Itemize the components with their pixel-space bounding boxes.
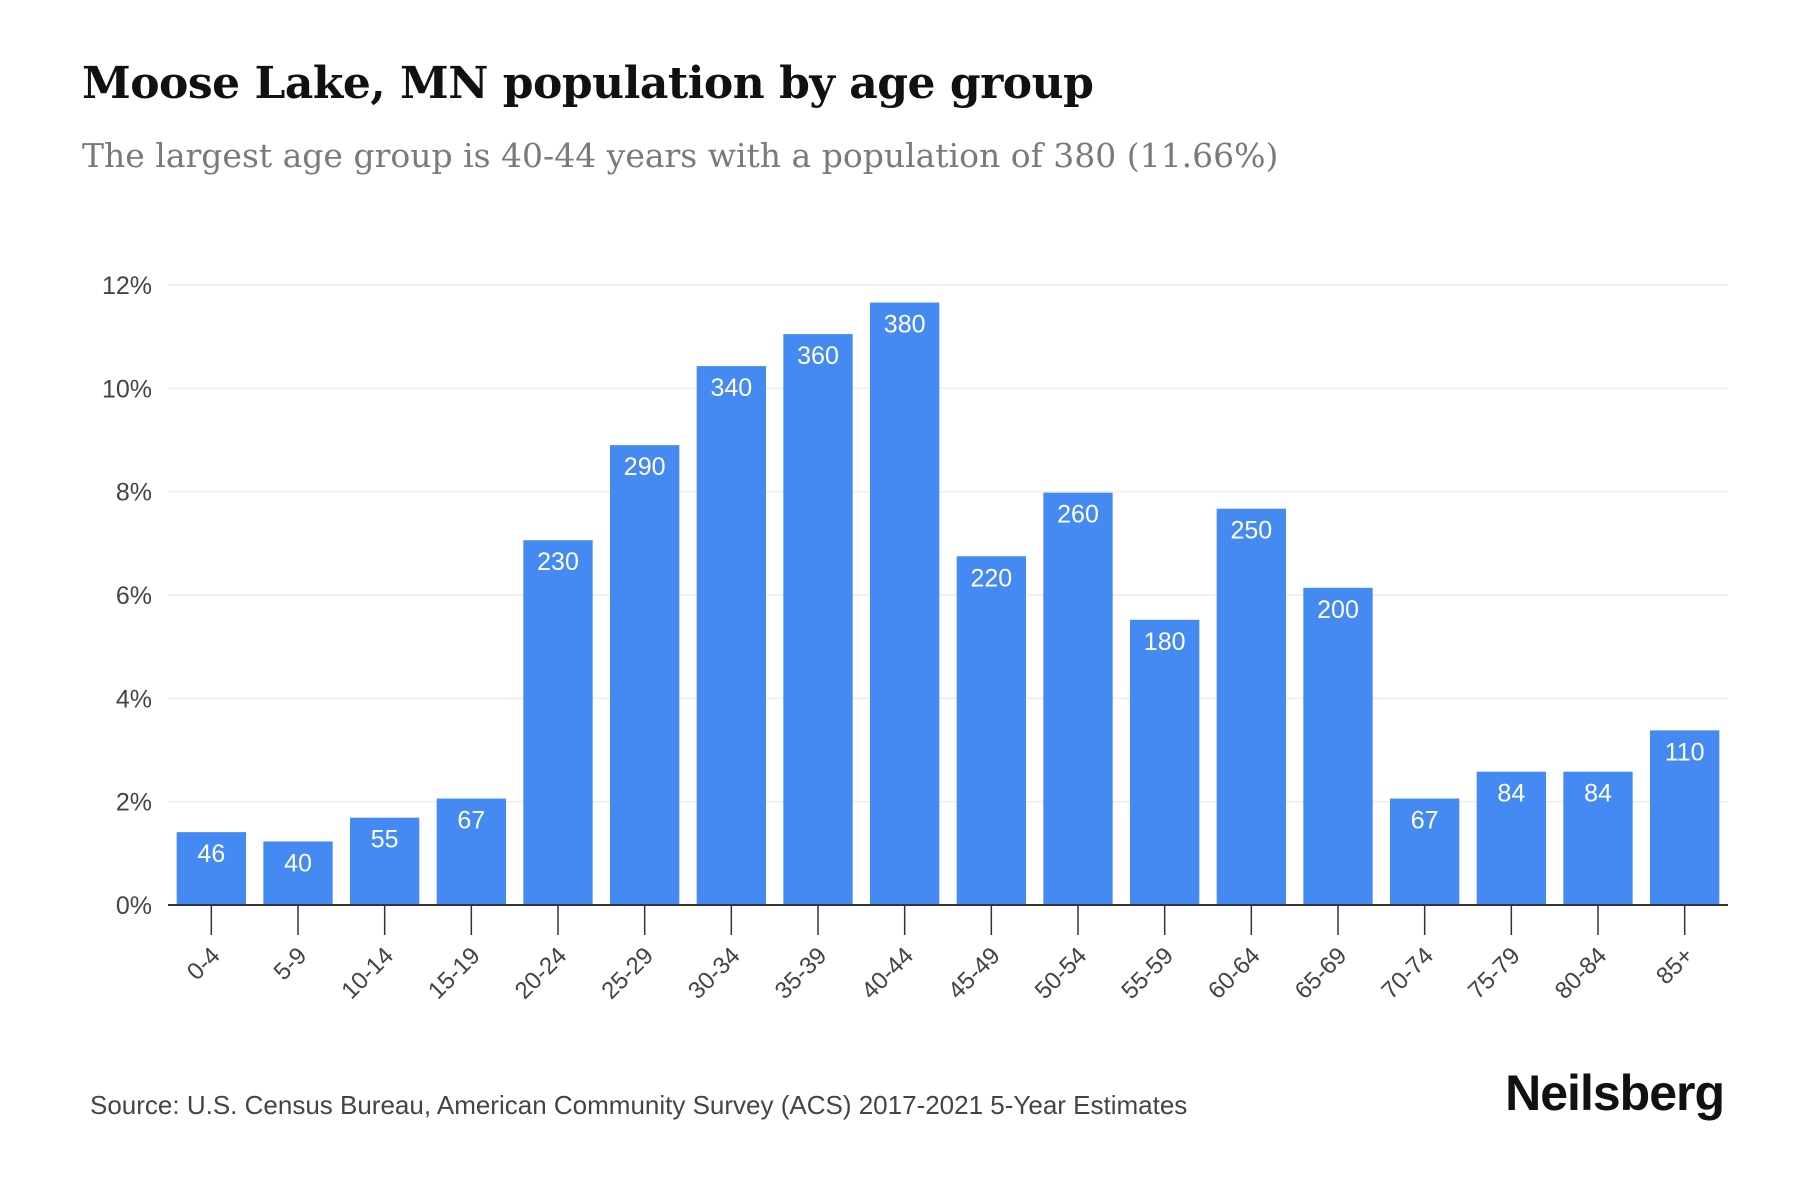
x-tick-label: 50-54: [1030, 942, 1093, 1005]
bar-value-label: 67: [1411, 807, 1439, 835]
bars: [176, 302, 1720, 906]
x-tick-label: 60-64: [1203, 942, 1266, 1005]
bar-value-label: 200: [1317, 596, 1359, 624]
bar: [523, 540, 593, 905]
bar-value-label: 67: [457, 807, 485, 835]
bar-value-label: 110: [1665, 738, 1705, 766]
x-tick-label: 70-74: [1376, 942, 1439, 1005]
bar-value-label: 260: [1057, 501, 1099, 529]
source-note: Source: U.S. Census Bureau, American Com…: [90, 1090, 1188, 1120]
x-tick-label: 85+: [1651, 942, 1699, 990]
bar: [610, 445, 680, 905]
x-tick-label: 80-84: [1550, 942, 1613, 1005]
x-tick-label: 40-44: [856, 942, 919, 1005]
x-tick-label: 55-59: [1116, 942, 1179, 1005]
x-axis-ticks: 0-4 5-9 10-14 15-19 20-24 25-29 30-34 35-39 40-4…: [182, 905, 1699, 1005]
bar: [870, 302, 940, 906]
bar-value-label: 84: [1497, 780, 1525, 808]
x-tick-label: 75-79: [1463, 942, 1526, 1005]
bar: [1650, 730, 1720, 905]
y-tick-label: 4%: [116, 685, 152, 713]
bar: [956, 556, 1026, 905]
bar: [696, 366, 766, 905]
bar-value-label: 40: [284, 849, 312, 877]
bar: [350, 817, 420, 905]
x-tick-label: 10-14: [336, 942, 399, 1005]
bar: [1216, 508, 1286, 905]
bar-value-label: 220: [970, 564, 1012, 592]
chart-title: Moose Lake, MN population by age group: [82, 58, 1094, 109]
brand-logo: Neilsberg: [1505, 1065, 1725, 1121]
bar-value-label: 250: [1230, 517, 1272, 545]
bar-value-label: 180: [1144, 628, 1186, 656]
bar-value-label: 380: [884, 311, 926, 339]
x-tick-label: 5-9: [269, 942, 313, 986]
bar: [1043, 492, 1113, 905]
bar-value-label: 84: [1584, 780, 1612, 808]
bar: [1476, 771, 1546, 905]
bar: [1130, 619, 1200, 905]
gridlines: [168, 284, 1728, 803]
bar: [176, 832, 246, 905]
bar-value-labels: 46 40 55 67 230 290 340 360 380 220 260 180 250 200 67…: [197, 311, 1704, 878]
x-tick-label: 25-29: [596, 942, 659, 1005]
bar-value-label: 290: [624, 453, 666, 481]
y-axis-tick-labels: 0% 2% 4% 6% 8% 10% 12%: [102, 272, 152, 920]
bar: [783, 334, 853, 905]
y-tick-label: 8%: [116, 479, 152, 507]
bar-value-label: 340: [710, 374, 752, 402]
bar-value-label: 46: [197, 840, 225, 868]
x-tick-label: 65-69: [1290, 942, 1353, 1005]
bar-value-label: 230: [537, 548, 579, 576]
y-tick-label: 2%: [116, 789, 152, 817]
bar: [436, 798, 506, 905]
bar: [1390, 798, 1460, 905]
x-tick-label: 20-24: [510, 942, 573, 1005]
bar: [1563, 771, 1633, 905]
bar: [263, 841, 333, 905]
bar-chart: 0% 2% 4% 6% 8% 10% 12% 46 40 55 67 230 290 340 360 380…: [102, 272, 1728, 1005]
x-tick-label: 35-39: [770, 942, 833, 1005]
x-tick-label: 30-34: [683, 942, 746, 1005]
x-tick-label: 0-4: [182, 942, 226, 986]
chart-subtitle: The largest age group is 40-44 years wit…: [82, 136, 1279, 175]
bar-value-label: 360: [797, 342, 839, 370]
bar-value-label: 55: [371, 826, 399, 854]
x-tick-label: 15-19: [423, 942, 486, 1005]
bar: [1303, 587, 1373, 905]
y-tick-label: 6%: [116, 582, 152, 610]
x-tick-label: 45-49: [943, 942, 1006, 1005]
y-tick-label: 10%: [102, 375, 152, 403]
y-tick-label: 0%: [116, 892, 152, 920]
y-tick-label: 12%: [102, 272, 152, 300]
